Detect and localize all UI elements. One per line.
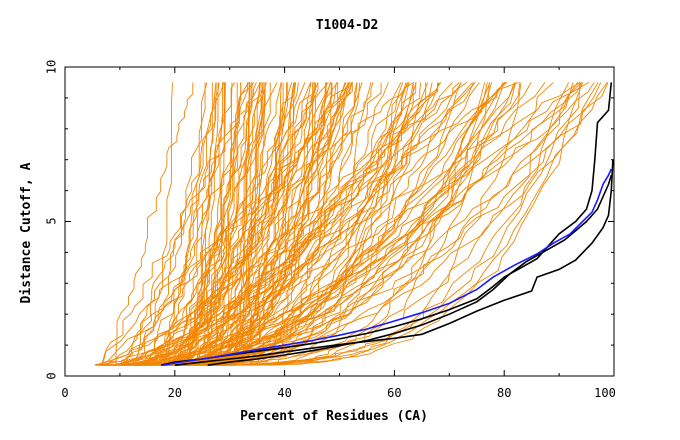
background-series-line — [95, 82, 602, 366]
series-line-black-1 — [160, 82, 613, 366]
y-tick-label-10: 10 — [45, 60, 59, 74]
background-series-line — [224, 82, 316, 366]
background-series-line — [134, 82, 255, 366]
background-series-line — [133, 82, 453, 366]
series-line-black-3 — [207, 174, 613, 366]
background-series-line — [105, 82, 217, 366]
background-series-line — [180, 82, 296, 366]
x-tick-label-20: 20 — [168, 386, 182, 400]
x-tick-label-40: 40 — [277, 386, 291, 400]
tick-marks — [64, 66, 615, 377]
series-line-black-2 — [174, 159, 614, 366]
background-series-line — [95, 82, 351, 366]
background-series-line — [101, 82, 257, 366]
background-series-line — [159, 82, 476, 366]
background-series-line — [96, 82, 517, 366]
background-series-line — [147, 82, 217, 366]
background-series-line — [191, 82, 417, 366]
y-tick-label-0: 0 — [45, 372, 59, 379]
background-series-line — [115, 82, 194, 366]
x-axis-label: Percent of Residues (CA) — [240, 409, 428, 424]
x-tick-label-100: 100 — [594, 386, 616, 400]
background-series-line — [116, 82, 173, 366]
background-series-line — [224, 82, 358, 366]
series-line-blue-1 — [163, 168, 613, 366]
background-series-line — [104, 82, 271, 366]
background-series-line — [177, 82, 220, 366]
background-series-line — [163, 82, 363, 366]
y-axis-label: Distance Cutoff, A — [19, 162, 34, 303]
background-series-line — [230, 82, 522, 366]
background-series-line — [119, 82, 578, 366]
background-series-line — [135, 82, 249, 366]
background-series-line — [175, 82, 333, 366]
background-series-line — [114, 82, 440, 366]
x-tick-label-80: 80 — [497, 386, 511, 400]
chart-title: T1004-D2 — [316, 18, 379, 33]
y-tick-label-5: 5 — [45, 217, 59, 224]
background-series-line — [115, 82, 462, 366]
x-tick-label-60: 60 — [387, 386, 401, 400]
background-series-line — [168, 82, 264, 366]
background-series-line — [121, 82, 225, 366]
background-series-line — [223, 82, 414, 366]
background-series-line — [100, 82, 316, 366]
x-tick-label-0: 0 — [61, 386, 68, 400]
background-series-line — [195, 82, 468, 366]
background-series-line — [157, 82, 581, 366]
background-series-line — [205, 82, 422, 366]
background-series-line — [104, 82, 438, 366]
background-series-line — [182, 82, 508, 366]
background-series-line — [171, 82, 595, 366]
background-series-line — [184, 82, 299, 366]
background-series-group — [94, 81, 609, 366]
highlight-series-group — [160, 82, 614, 366]
